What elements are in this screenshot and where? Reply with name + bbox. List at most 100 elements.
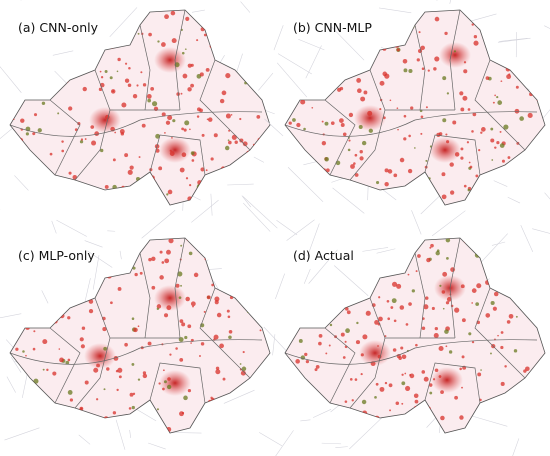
- dot: [79, 337, 84, 342]
- dot: [297, 161, 300, 164]
- dot: [508, 73, 511, 76]
- dot: [288, 121, 292, 125]
- dot: [58, 348, 61, 350]
- dot: [393, 319, 397, 323]
- dot: [256, 286, 261, 291]
- hotspot: [89, 107, 121, 133]
- district-border: [474, 59, 526, 151]
- dot: [434, 16, 440, 22]
- dot: [45, 71, 49, 75]
- dot: [298, 310, 303, 315]
- dot: [48, 320, 51, 323]
- dot: [429, 391, 433, 395]
- dot: [101, 420, 105, 424]
- dot: [523, 49, 526, 52]
- dot: [431, 423, 437, 428]
- dot: [37, 128, 42, 133]
- dot: [83, 419, 87, 422]
- road: [84, 240, 103, 248]
- dot: [110, 301, 113, 305]
- dot: [473, 40, 479, 46]
- dot: [104, 69, 108, 73]
- dot: [389, 99, 392, 102]
- dot: [324, 156, 329, 162]
- dot: [541, 174, 543, 177]
- dot: [39, 51, 43, 55]
- dot: [164, 258, 170, 264]
- dot: [34, 67, 40, 73]
- dot: [321, 140, 327, 146]
- dot: [349, 378, 353, 381]
- dot: [261, 281, 266, 285]
- dot: [506, 320, 511, 324]
- dot: [310, 81, 313, 84]
- dot: [23, 85, 26, 88]
- dot: [71, 55, 76, 60]
- dot: [45, 405, 48, 408]
- dot: [365, 310, 371, 316]
- dot: [164, 131, 166, 134]
- dot: [257, 12, 262, 18]
- dot: [117, 57, 121, 62]
- dot: [446, 256, 449, 260]
- dot: [22, 350, 25, 353]
- dot: [90, 125, 95, 129]
- dot: [496, 95, 499, 99]
- dot: [181, 411, 185, 415]
- dot: [287, 274, 291, 278]
- dot: [294, 58, 300, 63]
- dot: [363, 415, 367, 419]
- dot: [508, 35, 513, 41]
- dot: [103, 416, 109, 422]
- dot: [351, 399, 354, 402]
- road: [0, 313, 22, 319]
- dot: [500, 331, 504, 334]
- road: [0, 66, 22, 93]
- dot: [491, 47, 497, 52]
- dot: [213, 133, 218, 138]
- dot: [38, 42, 41, 45]
- dot: [68, 106, 73, 111]
- dot: [357, 88, 362, 94]
- dot: [291, 323, 296, 327]
- dot: [390, 306, 394, 309]
- road: [411, 210, 422, 235]
- dot: [85, 238, 88, 240]
- dot: [185, 177, 189, 180]
- dot: [407, 168, 413, 174]
- dot: [52, 371, 57, 376]
- dot: [214, 46, 219, 50]
- dot: [221, 90, 227, 96]
- dot: [166, 305, 172, 311]
- dot: [467, 108, 471, 111]
- dot: [391, 281, 398, 287]
- dot: [405, 385, 411, 391]
- dot: [229, 295, 234, 300]
- dot: [384, 381, 388, 385]
- dot: [397, 128, 399, 131]
- dot: [244, 419, 248, 423]
- dot: [67, 358, 71, 362]
- dot: [41, 186, 46, 191]
- dot: [463, 69, 468, 74]
- road: [335, 446, 348, 448]
- dot: [398, 356, 402, 360]
- dot: [103, 388, 106, 391]
- dot: [25, 354, 27, 357]
- dot: [449, 162, 454, 167]
- dot: [330, 121, 335, 126]
- dot: [98, 87, 103, 92]
- road: [349, 416, 384, 450]
- dot: [360, 96, 366, 102]
- district-border: [49, 99, 81, 176]
- dot: [188, 251, 193, 256]
- dot: [438, 375, 442, 378]
- dot: [20, 118, 25, 123]
- road: [92, 255, 100, 290]
- dot: [463, 184, 467, 188]
- dot: [401, 402, 404, 405]
- dot: [345, 328, 350, 334]
- dot: [179, 167, 185, 173]
- dot: [210, 157, 214, 161]
- dot: [16, 172, 19, 175]
